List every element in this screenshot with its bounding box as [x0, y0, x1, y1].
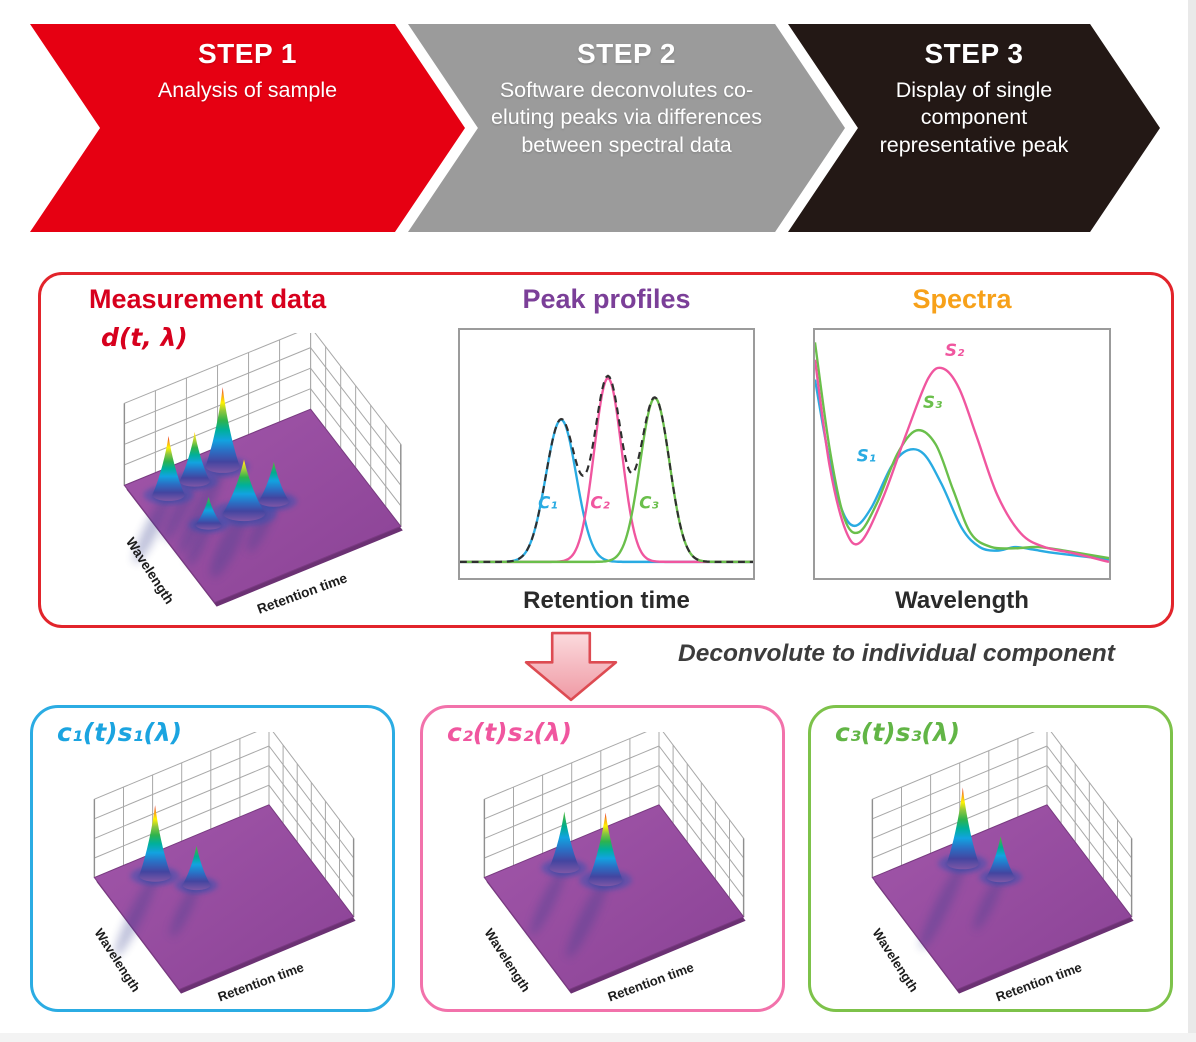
measurement-data-title: Measurement data [89, 284, 327, 314]
svg-text:Wavelength: Wavelength [481, 926, 533, 995]
spectra-title: Spectra [912, 284, 1012, 314]
spectra-plot: S₁ S₃ S₂ [813, 328, 1111, 580]
spectra-curves: S₁ S₃ S₂ [815, 340, 1109, 564]
down-arrow-icon [524, 631, 618, 702]
overview-panel: Measurement data d(t, λ) Wavelength Reten… [38, 272, 1174, 628]
page-edge-bottom [0, 1033, 1196, 1042]
surface-plot-component-2: Wavelength Retention time [481, 732, 746, 1004]
step-3-title: STEP 3 [924, 38, 1024, 69]
svg-text:Wavelength: Wavelength [91, 926, 143, 995]
step-1-title: STEP 1 [198, 38, 297, 69]
measurement-formula: d(t, λ) [101, 323, 188, 352]
svg-text:C₁: C₁ [538, 492, 557, 512]
svg-text:S₁: S₁ [857, 445, 876, 465]
peak-profiles-curves: C₁ C₂ C₃ [460, 374, 753, 564]
svg-text:Wavelength: Wavelength [869, 926, 921, 995]
step-1-chevron: STEP 1 Analysis of sample [30, 24, 465, 232]
step-1-description: Analysis of sample [157, 78, 338, 102]
component-3-label: c₃(t)s₃(λ) [835, 718, 961, 747]
step-3-description: Display of single component representati… [879, 78, 1069, 157]
svg-text:S₃: S₃ [923, 392, 943, 412]
svg-text:S₂: S₂ [945, 340, 965, 360]
surface-plot-component-1: Wavelength Retention time [91, 732, 356, 1004]
peak-profiles-title: Peak profiles [522, 284, 691, 314]
surface-plot-component-3: Wavelength Retention time [869, 732, 1134, 1004]
component-1-box: c₁(t)s₁(λ) Wavelength Retention time [30, 705, 395, 1012]
component-3-box: c₃(t)s₃(λ) Wavelength Retention time [808, 705, 1173, 1012]
step-2-title: STEP 2 [577, 38, 676, 69]
component-1-label: c₁(t)s₁(λ) [57, 718, 183, 747]
svg-text:C₃: C₃ [639, 492, 659, 512]
peak-profiles-xlabel: Retention time [523, 587, 690, 614]
step-2-description: Software deconvolutes co-eluting peaks v… [491, 78, 762, 157]
spectra-xlabel: Wavelength [895, 587, 1029, 614]
peak-profiles-plot: C₁ C₂ C₃ [458, 328, 755, 580]
component-2-box: c₂(t)s₂(λ) Wavelength Retention time [420, 705, 785, 1012]
component-2-label: c₂(t)s₂(λ) [447, 718, 573, 747]
svg-text:C₂: C₂ [590, 492, 610, 512]
surface-plot-measurement: Wavelength Retention time [123, 333, 403, 617]
deconvolute-caption: Deconvolute to individual component [678, 640, 1115, 667]
page-edge-right [1188, 0, 1196, 1042]
step-2-chevron: STEP 2 Software deconvolutes co-eluting … [408, 24, 845, 232]
